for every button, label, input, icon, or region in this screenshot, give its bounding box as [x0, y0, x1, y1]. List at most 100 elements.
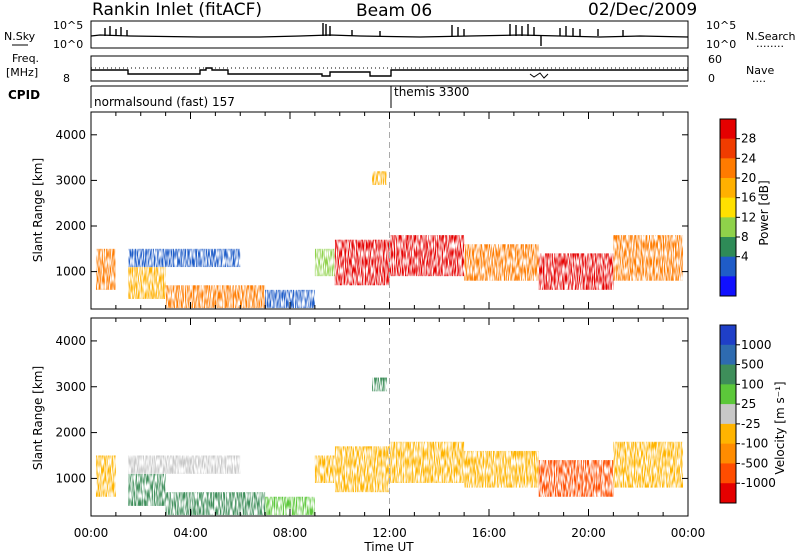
power-echo-region-0 [95, 248, 116, 290]
velocity-echo-region-5 [314, 455, 335, 483]
beam-title: Beam 06 [356, 1, 432, 21]
freq-tick: 8 [63, 72, 70, 85]
velocity-echo-region-0 [95, 455, 116, 497]
power-panel: Slant Range [km] 4000 3000 2000 1000 28 24 20… [31, 111, 771, 310]
power-yticks: 4000 3000 2000 1000 [55, 112, 689, 309]
velocity-cbar-swatch-2 [720, 364, 736, 385]
power-cbar-swatch-1 [720, 138, 736, 159]
velocity-echo-region-11 [372, 377, 388, 392]
nave-label: Nave [746, 64, 774, 77]
velocity-ytick-label-3: 1000 [55, 471, 86, 485]
station-title: Rankin Inlet (fitACF) [92, 0, 262, 20]
power-cbar-tick-label-0: 28 [741, 132, 756, 146]
nave-dip [529, 72, 549, 79]
nsky-panel: N.Sky 10^5 10^0 10^5 10^0 N.Search .....… [4, 19, 796, 51]
power-echo-region-6 [334, 239, 390, 286]
velocity-echo-region-3 [128, 455, 241, 474]
velocity-cbar-tick-label-7: -1000 [741, 476, 776, 490]
power-cbar-tick-label-4: 12 [741, 210, 756, 224]
power-ylabel: Slant Range [km] [31, 158, 45, 262]
velocity-ylabel: Slant Range [km] [31, 366, 45, 470]
power-cbar-swatch-4 [720, 197, 736, 218]
nsky-line [90, 34, 689, 38]
power-echo-region-11 [372, 171, 388, 185]
velocity-cbar-tick-label-3: 25 [741, 397, 756, 411]
velocity-cbar-swatch-6 [720, 443, 736, 464]
cpid-panel: CPID normalsound (fast) 157 themis 3300 [8, 85, 688, 109]
velocity-cbar-tick-label-4: -25 [741, 417, 761, 431]
power-cbar-swatch-6 [720, 237, 736, 258]
freq-label: Freq. [12, 52, 39, 65]
power-cbar-swatch-8 [720, 276, 736, 297]
x-tick-label-1: 04:00 [173, 526, 208, 540]
velocity-ytick-label-1: 3000 [55, 380, 86, 394]
velocity-echo-layer [95, 377, 684, 516]
power-cbar-tick-label-3: 16 [741, 191, 756, 205]
power-cbar-swatch-2 [720, 158, 736, 179]
velocity-cbar-tick-label-2: 100 [741, 377, 764, 391]
cpid-mode-2: themis 3300 [394, 85, 469, 99]
power-ytick-label-0: 4000 [55, 128, 86, 142]
nave-tick-bottom: 0 [708, 72, 715, 85]
power-echo-region-5 [314, 248, 335, 277]
x-tick-label-3: 12:00 [372, 526, 407, 540]
power-cbar-label: Power [dB] [757, 180, 771, 245]
nsky-tick-top: 10^5 [53, 19, 83, 32]
velocity-cbar-swatch-3 [720, 384, 736, 405]
power-echo-region-2 [165, 285, 266, 309]
velocity-ytick-label-2: 2000 [55, 426, 86, 440]
velocity-cbar-tick-label-6: -500 [741, 456, 768, 470]
power-cbar-swatch-5 [720, 217, 736, 238]
x-tick-label-2: 08:00 [273, 526, 308, 540]
nsearch-marker: ........ [756, 37, 784, 50]
power-echo-region-4 [265, 289, 315, 309]
power-ytick-label-1: 3000 [55, 173, 86, 187]
power-cbar-swatch-0 [720, 119, 736, 140]
freq-unit: [MHz] [6, 66, 38, 79]
power-echo-region-1 [128, 267, 166, 299]
nsky-label: N.Sky [4, 30, 36, 43]
power-cbar-frame [719, 118, 737, 297]
x-axis-ticks: 00:00 04:00 08:00 12:00 16:00 20:00 00:00 [74, 526, 706, 540]
velocity-ytick-label-0: 4000 [55, 334, 86, 348]
x-tick-label-6: 00:00 [671, 526, 706, 540]
velocity-echo-region-9 [538, 460, 614, 497]
cpid-label: CPID [8, 88, 40, 102]
velocity-cbar-swatch-7 [720, 463, 736, 484]
power-echo-region-9 [538, 253, 614, 290]
nsearch-label: N.Search [746, 30, 796, 43]
velocity-plot-area [95, 318, 684, 516]
velocity-cbar-tick-label-1: 500 [741, 358, 764, 372]
velocity-cbar-swatch-1 [720, 344, 736, 366]
power-plot-area [95, 112, 684, 309]
power-echo-region-10 [613, 235, 684, 281]
x-tick-label-0: 00:00 [74, 526, 109, 540]
velocity-cbar-tick-label-5: -100 [741, 437, 768, 451]
power-echo-region-3 [128, 248, 241, 268]
power-colorbar: 28 24 20 16 12 8 4 [719, 118, 756, 297]
nave-tick-top: 60 [708, 53, 722, 66]
velocity-echo-region-4 [265, 496, 315, 516]
nsky-tick-bottom: 10^0 [53, 38, 83, 51]
freq-panel: Freq. [MHz] 8 60 0 Nave .... [6, 52, 774, 85]
velocity-panel: Slant Range [km] 4000 3000 2000 1000 1000 50… [31, 317, 787, 517]
nsearch-spikes [104, 23, 624, 46]
x-tick-label-5: 20:00 [571, 526, 606, 540]
velocity-cbar-frame [719, 324, 737, 504]
power-cbar-tick-label-6: 4 [741, 250, 749, 264]
velocity-echo-region-7 [389, 441, 465, 483]
nsearch-tick-bottom: 10^0 [706, 38, 736, 51]
power-cbar-tick-label-5: 8 [741, 230, 749, 244]
nave-marker: .... [752, 72, 766, 85]
power-cbar-tick-label-2: 20 [741, 171, 756, 185]
velocity-cbar-swatch-8 [720, 483, 736, 504]
velocity-cbar-swatch-0 [720, 325, 736, 346]
velocity-cbar-tick-label-0: 1000 [741, 338, 772, 352]
velocity-echo-region-2 [165, 492, 266, 516]
velocity-colorbar: 1000 500 100 25 -25 -100 -500 -1000 [719, 324, 776, 504]
velocity-echo-region-8 [464, 450, 539, 488]
velocity-cbar-swatch-5 [720, 423, 736, 445]
nsearch-tick-top: 10^5 [706, 19, 736, 32]
freq-line [91, 67, 688, 77]
